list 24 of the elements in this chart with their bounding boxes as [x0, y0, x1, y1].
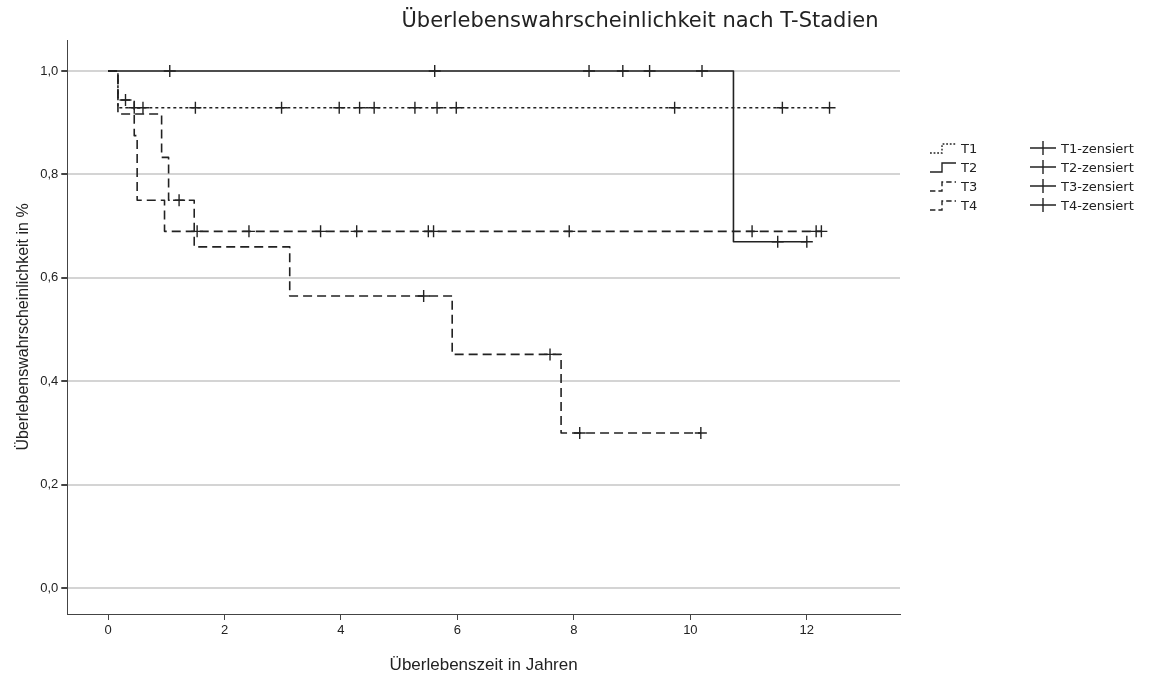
y-tick-label: 1,0	[40, 62, 59, 78]
x-tick-label: 0	[104, 622, 112, 638]
y-tick-label: 0,6	[40, 269, 59, 285]
legend-label: T3	[961, 178, 978, 194]
y-tick-label: 0,4	[40, 372, 59, 388]
y-axis-title: Überlebenswahrscheinlichkeit in %	[14, 203, 32, 451]
x-axis-title: Überlebenszeit in Jahren	[389, 655, 578, 675]
legend-label: T2-zensiert	[1061, 159, 1134, 175]
x-tick-label: 10	[683, 622, 698, 638]
y-tick-label: 0,8	[40, 166, 59, 182]
x-tick-label: 2	[220, 622, 229, 638]
legend-label: T4-zensiert	[1061, 197, 1134, 213]
legend-label: T1	[961, 140, 978, 156]
legend-label: T4	[961, 197, 978, 213]
x-tick-label: 6	[453, 622, 462, 638]
y-tick-label: 0,2	[40, 476, 59, 492]
x-tick-label: 8	[570, 622, 578, 638]
legend-label: T3-zensiert	[1061, 178, 1134, 194]
x-tick-label: 4	[337, 622, 345, 638]
chart-title: Überlebenswahrscheinlichkeit nach T-Stadien	[400, 8, 880, 32]
x-tick-label: 12	[799, 622, 815, 638]
legend-label: T1-zensiert	[1061, 140, 1134, 156]
legend-label: T2	[961, 159, 978, 175]
y-tick-label: 0,0	[40, 579, 59, 595]
